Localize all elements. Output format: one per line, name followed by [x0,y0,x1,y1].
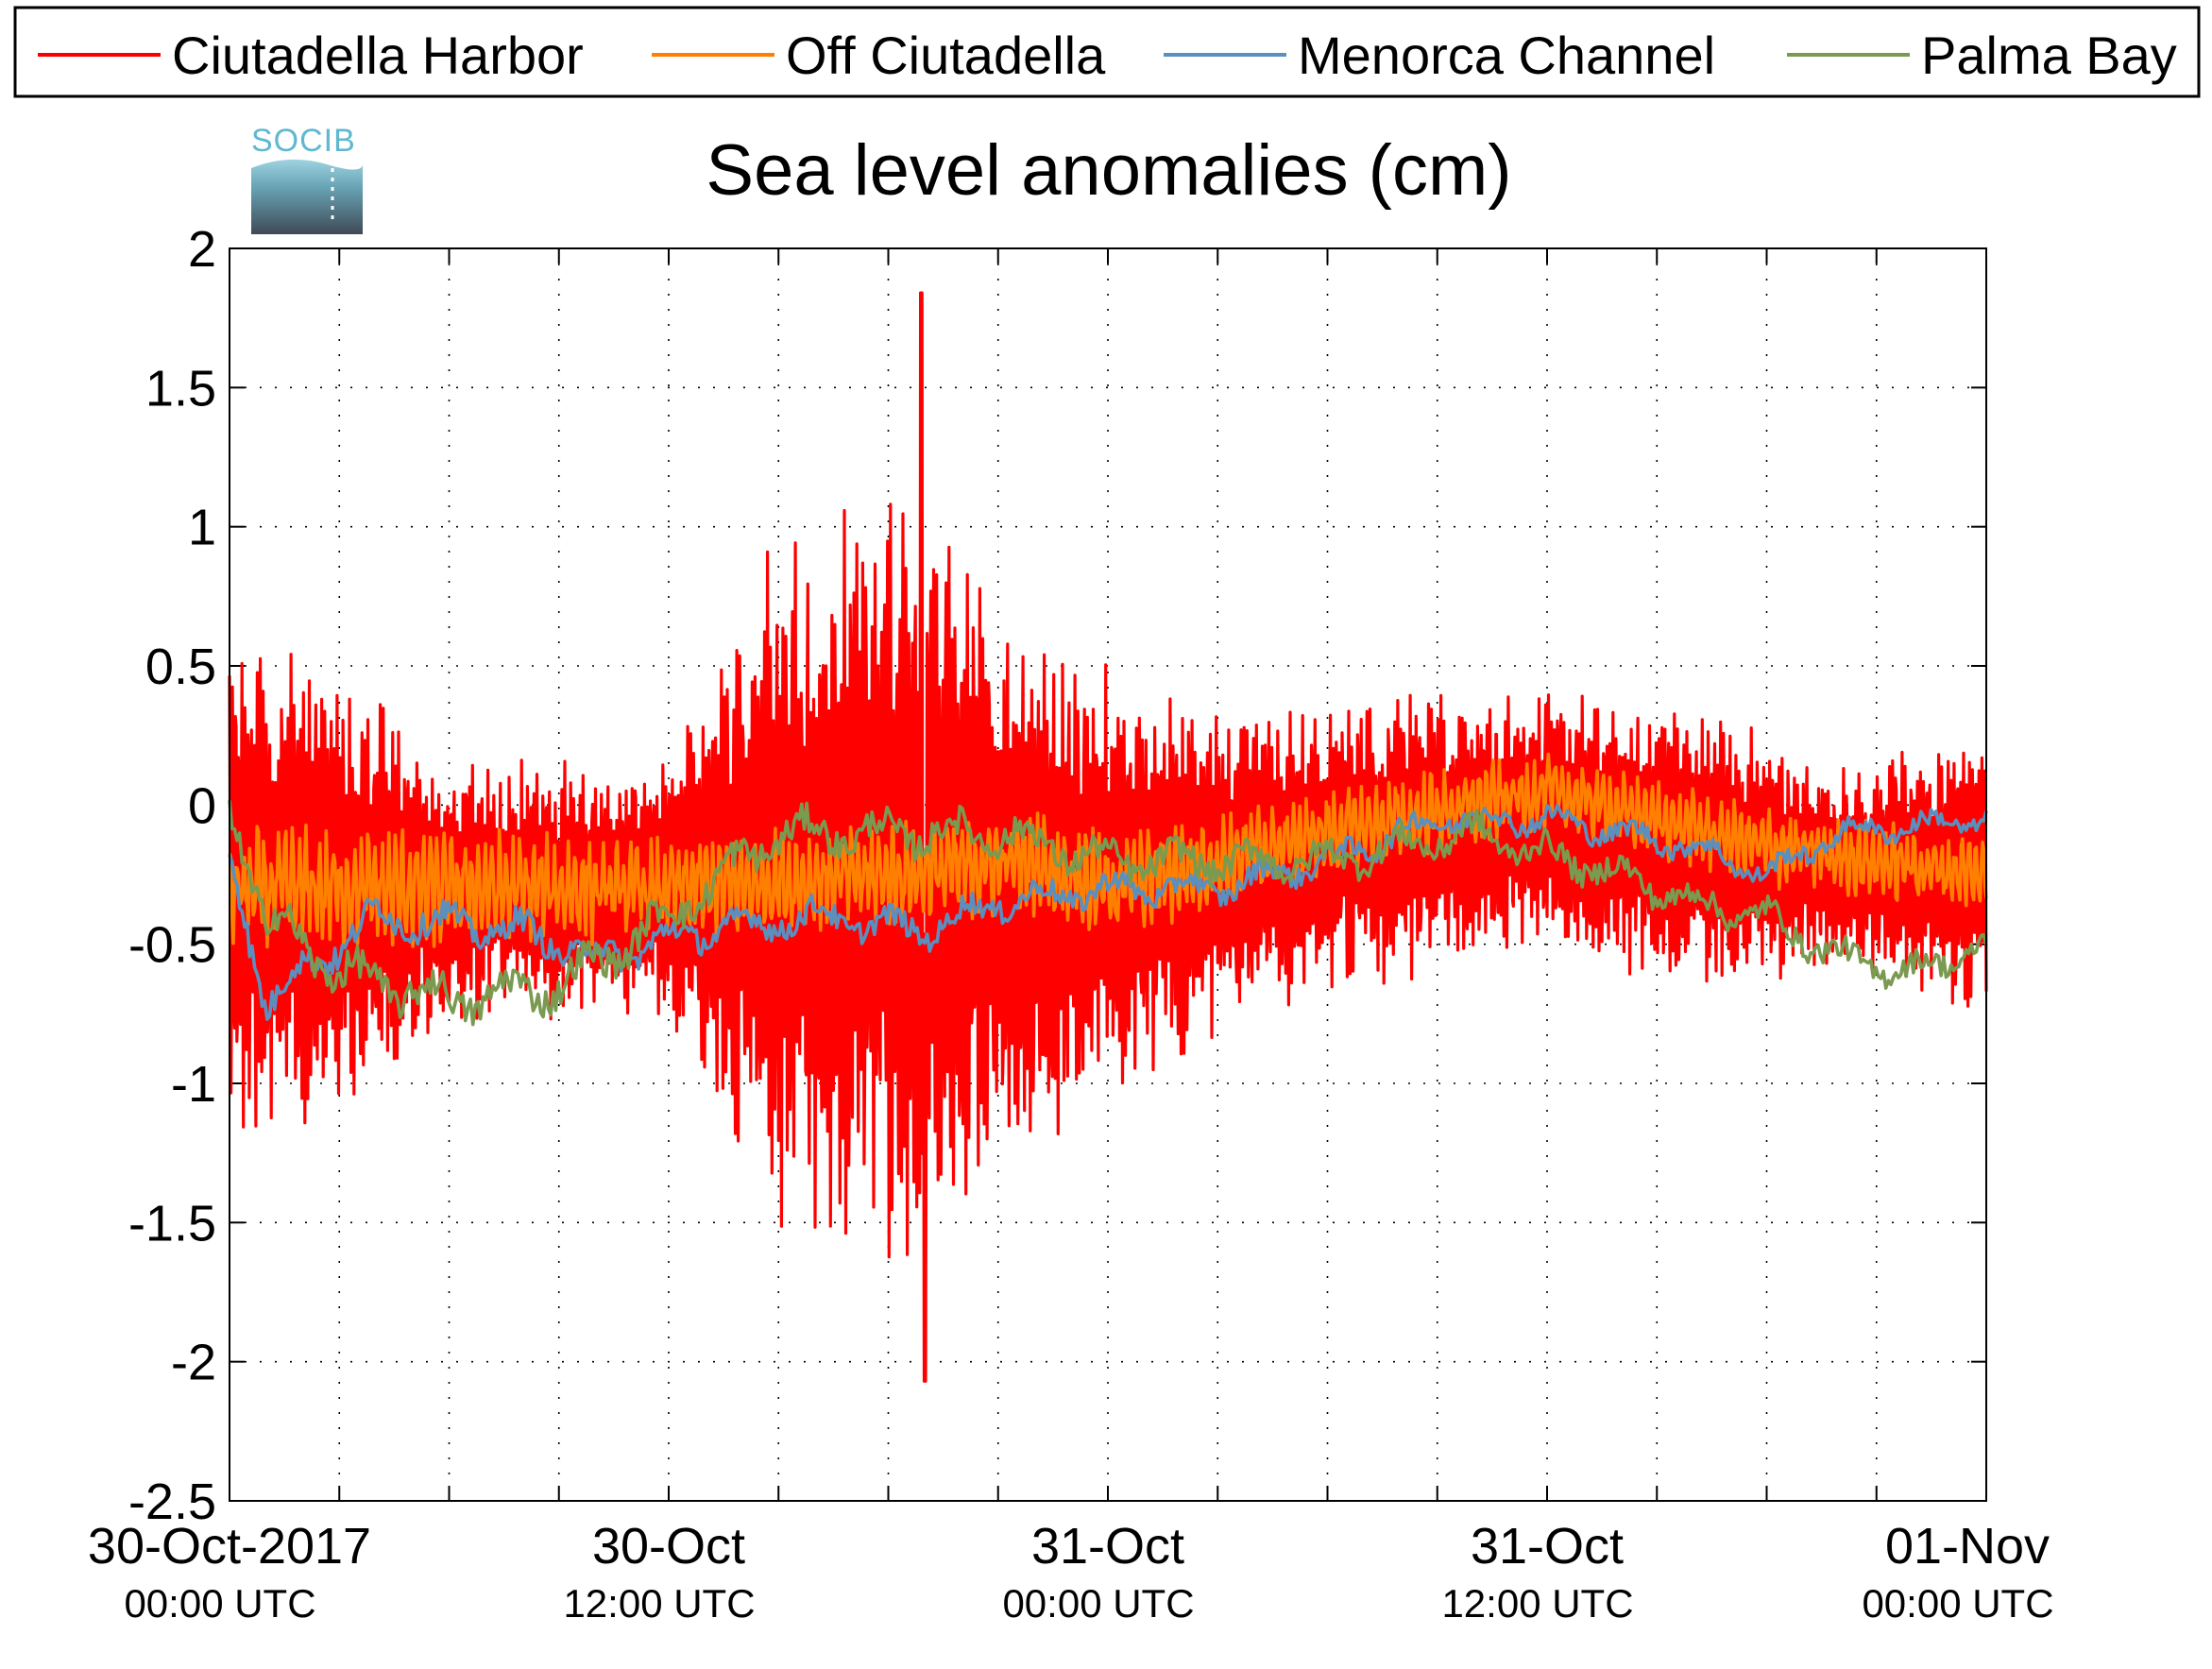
series-line-menorca-channel [228,803,1988,1021]
x-tick-date: 01-Nov [1885,1518,2050,1575]
logo-text: SOCIB [251,123,356,159]
socib-logo: SOCIB [251,123,364,234]
x-tick-time: 00:00 UTC [124,1581,315,1626]
x-tick-time: 00:00 UTC [1002,1581,1194,1626]
legend-label: Palma Bay [1921,26,2177,85]
y-tick-label: 0.5 [145,639,216,695]
x-tick-labels: 30-Oct-2017 00:00 UTC 30-Oct 12:00 UTC 31-Oc… [88,1518,2054,1626]
x-tick-date: 31-Oct [1471,1518,1624,1575]
legend-label: Menorca Channel [1298,26,1715,85]
y-tick-label: -1.5 [128,1195,216,1252]
legend-label: Ciutadella Harbor [172,26,584,85]
legend-box [13,6,2201,98]
x-tick-date: 30-Oct [592,1518,745,1575]
x-tick-time: 12:00 UTC [1441,1581,1633,1626]
y-tick-label: -0.5 [128,917,216,974]
y-tick-label: 0 [188,777,216,834]
y-tick-label: 2 [188,221,216,278]
plot-frame [229,247,1987,1502]
series-line-palma-bay [228,800,1988,1027]
plot-series [228,291,1988,1383]
x-tick-time: 00:00 UTC [1862,1581,2053,1626]
y-tick-label: 1.5 [145,360,216,417]
chart-title: Sea level anomalies (cm) [706,130,1511,211]
legend-label: Off Ciutadella [786,26,1106,85]
y-tick-label: 1 [188,500,216,556]
x-tick-time: 12:00 UTC [563,1581,755,1626]
y-tick-label: -2 [171,1335,216,1391]
x-tick-date: 31-Oct [1031,1518,1184,1575]
x-tick-date: 30-Oct-2017 [88,1518,371,1575]
y-tick-label: -1 [171,1056,216,1113]
y-tick-label: -2.5 [128,1473,216,1530]
series-line-off-ciutadella [228,752,1988,949]
legend: Ciutadella Harbor Off Ciutadella Menorca C… [38,26,2177,85]
y-tick-labels: 2 1.5 1 0.5 0 -0.5 -1 -1.5 -2 -2.5 [128,221,216,1530]
